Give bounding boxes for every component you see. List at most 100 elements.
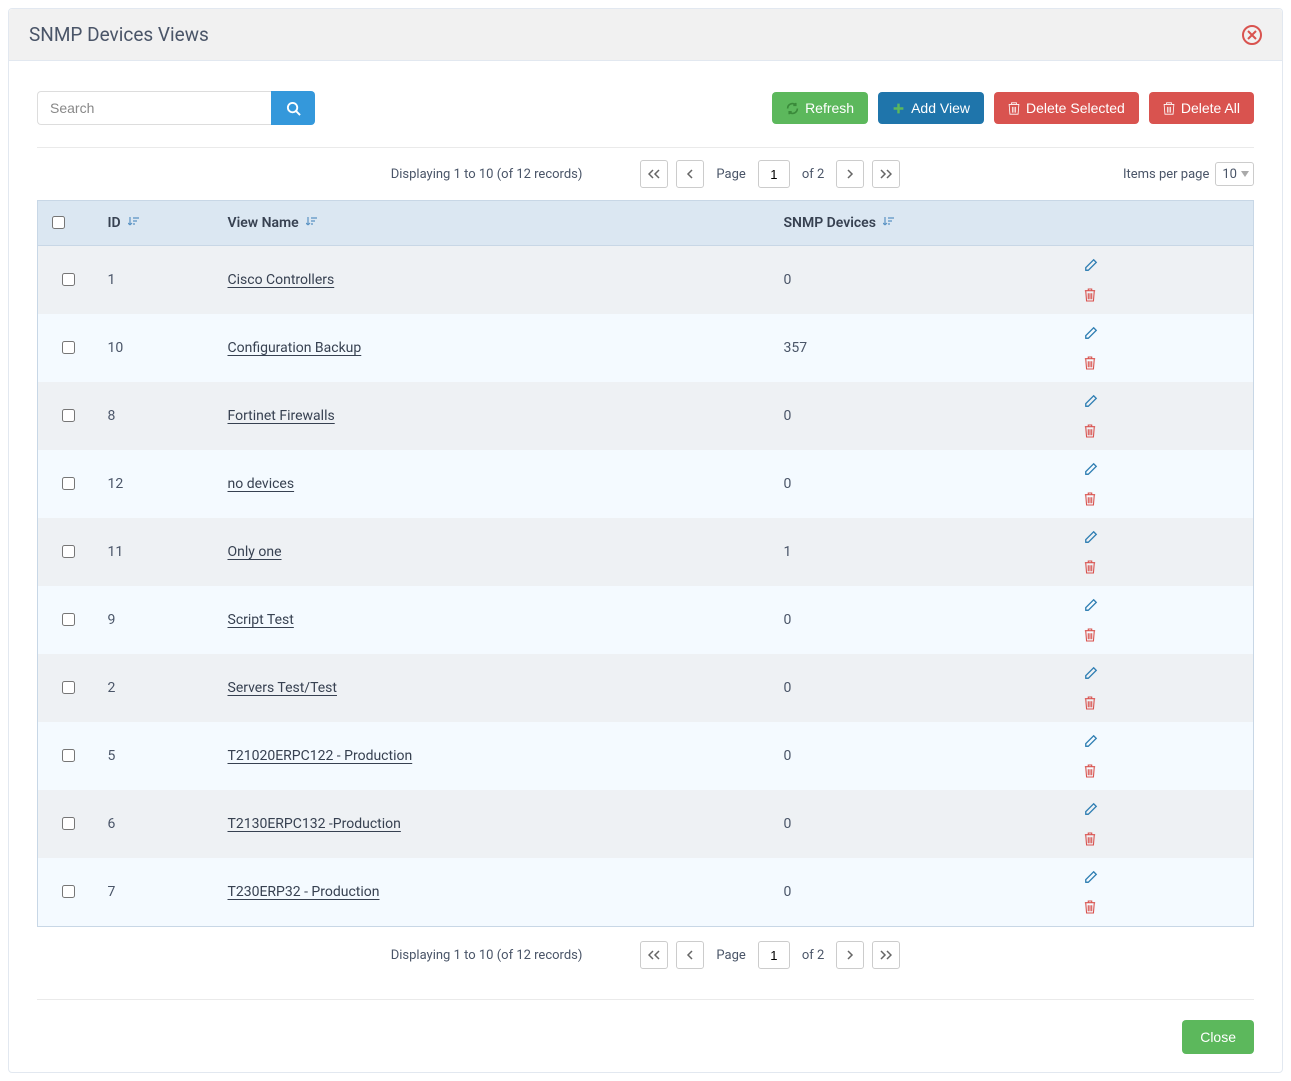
cell-id: 9 [98,586,218,654]
view-name-link[interactable]: Servers Test/Test [228,680,337,696]
row-checkbox[interactable] [62,341,75,354]
cell-devices: 0 [774,858,1074,927]
add-view-label: Add View [911,100,970,116]
chevron-left-icon [686,950,694,960]
header-id[interactable]: ID [98,201,218,246]
row-checkbox[interactable] [62,477,75,490]
view-name-link[interactable]: Only one [228,544,282,560]
sort-icon [306,216,318,230]
cell-devices: 357 [774,314,1074,382]
view-name-link[interactable]: no devices [228,476,295,492]
page-input[interactable] [758,160,790,188]
delete-icon[interactable] [1084,356,1224,370]
delete-icon[interactable] [1084,288,1224,302]
page-prev-button[interactable] [676,160,704,188]
view-name-link[interactable]: T21020ERPC122 - Production [228,748,413,764]
row-checkbox[interactable] [62,273,75,286]
cell-id: 5 [98,722,218,790]
search-input[interactable] [37,91,271,125]
edit-icon[interactable] [1084,394,1224,408]
edit-icon[interactable] [1084,462,1224,476]
delete-all-button[interactable]: Delete All [1149,92,1254,124]
table-header: ID View Name SNMP Devices [38,201,1254,246]
view-name-link[interactable]: T230ERP32 - Production [228,884,380,900]
page-input[interactable] [758,941,790,969]
row-checkbox[interactable] [62,545,75,558]
chevron-double-right-icon [880,169,892,179]
table-row: 7 T230ERP32 - Production 0 [38,858,1254,927]
plus-icon [892,102,905,115]
refresh-icon [786,102,799,115]
delete-icon[interactable] [1084,764,1224,778]
edit-icon[interactable] [1084,734,1224,748]
chevron-right-icon [846,950,854,960]
row-checkbox[interactable] [62,817,75,830]
modal-header: SNMP Devices Views [9,9,1282,61]
edit-icon[interactable] [1084,870,1224,884]
refresh-button[interactable]: Refresh [772,92,868,124]
chevron-right-icon [846,169,854,179]
search-group [37,91,315,125]
view-name-link[interactable]: T2130ERPC132 -Production [228,816,401,832]
page-last-button[interactable] [872,941,900,969]
table-row: 6T2130ERPC132 -Production0 [38,790,1254,858]
table-row: 2Servers Test/Test0 [38,654,1254,722]
cell-id: 12 [98,450,218,518]
delete-selected-label: Delete Selected [1026,100,1125,116]
delete-icon[interactable] [1084,424,1224,438]
edit-icon[interactable] [1084,666,1224,680]
page-prev-button[interactable] [676,941,704,969]
view-name-link[interactable]: Fortinet Firewalls [228,408,335,424]
edit-icon[interactable] [1084,258,1224,272]
select-all-checkbox[interactable] [52,216,65,229]
action-buttons: Refresh Add View Delete Selected [772,92,1254,124]
table-row: 1Cisco Controllers0 [38,246,1254,315]
edit-icon[interactable] [1084,326,1224,340]
records-info: Displaying 1 to 10 (of 12 records) [391,167,583,182]
views-table: ID View Name SNMP Devices [37,200,1254,927]
header-view-name[interactable]: View Name [218,201,774,246]
page-first-button[interactable] [640,160,668,188]
edit-icon[interactable] [1084,598,1224,612]
view-name-link[interactable]: Script Test [228,612,294,628]
cell-id: 7 [98,858,218,927]
header-snmp-devices[interactable]: SNMP Devices [774,201,1074,246]
view-name-link[interactable]: Cisco Controllers [228,272,335,288]
chevron-double-right-icon [880,950,892,960]
delete-icon[interactable] [1084,832,1224,846]
page-last-button[interactable] [872,160,900,188]
close-button[interactable]: Close [1182,1020,1254,1054]
delete-icon[interactable] [1084,492,1224,506]
table-row: 9Script Test0 [38,586,1254,654]
page-first-button[interactable] [640,941,668,969]
page-next-button[interactable] [836,160,864,188]
cell-devices: 0 [774,790,1074,858]
delete-icon[interactable] [1084,628,1224,642]
page-label: Page [716,948,745,963]
row-checkbox[interactable] [62,613,75,626]
row-checkbox[interactable] [62,681,75,694]
modal-close-icon[interactable] [1242,25,1262,45]
row-checkbox[interactable] [62,885,75,898]
delete-icon[interactable] [1084,560,1224,574]
search-button[interactable] [271,91,315,125]
delete-icon[interactable] [1084,696,1224,710]
edit-icon[interactable] [1084,530,1224,544]
row-checkbox[interactable] [62,409,75,422]
page-next-button[interactable] [836,941,864,969]
cell-devices: 0 [774,382,1074,450]
edit-icon[interactable] [1084,802,1224,816]
view-name-link[interactable]: Configuration Backup [228,340,362,356]
header-checkbox [38,201,98,246]
add-view-button[interactable]: Add View [878,92,984,124]
row-checkbox[interactable] [62,749,75,762]
modal-container: SNMP Devices Views R [8,8,1283,1073]
cell-devices: 0 [774,654,1074,722]
search-icon [286,101,301,116]
items-per-page-select[interactable]: 10 [1215,162,1254,186]
delete-icon[interactable] [1084,900,1224,914]
records-info: Displaying 1 to 10 (of 12 records) [391,948,583,963]
delete-selected-button[interactable]: Delete Selected [994,92,1139,124]
items-per-page: Items per page 10 [1123,162,1254,186]
modal-footer: Close [37,999,1254,1054]
